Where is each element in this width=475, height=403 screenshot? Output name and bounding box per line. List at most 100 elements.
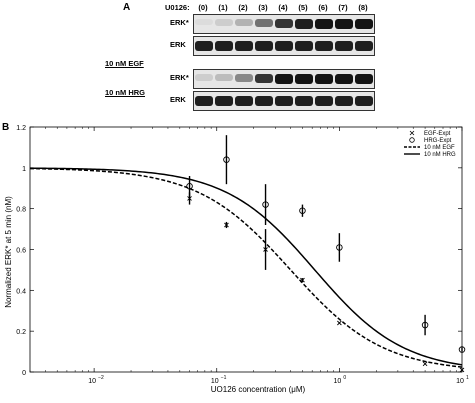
panel-b-letter: B: [2, 122, 10, 133]
blot-band: [335, 41, 353, 51]
blot-band: [215, 96, 233, 106]
blot-band: [335, 74, 353, 84]
blot-band: [235, 74, 253, 82]
blot-band: [255, 19, 273, 28]
blot-band: [275, 96, 293, 106]
lane-label: (4): [278, 3, 288, 12]
blot-band: [355, 41, 373, 51]
blot-band: [295, 19, 313, 29]
blot-strip: [193, 14, 375, 34]
blot-band: [315, 74, 333, 84]
legend-label: HRG-Expt: [424, 138, 452, 144]
blot-band: [235, 96, 253, 106]
blot-band: [255, 96, 273, 106]
blot-band: [275, 41, 293, 51]
blot-band: [295, 96, 313, 106]
hrg-data-point: [223, 156, 230, 163]
hrg-data-point: [299, 207, 306, 214]
blot-band: [335, 19, 353, 29]
hrg-model-curve: [29, 167, 463, 366]
blot-band: [295, 74, 313, 84]
hrg-data-point: [336, 244, 343, 251]
blot-row-label: ERK*: [170, 18, 189, 27]
lane-label: (7): [338, 3, 348, 12]
y-tick-label: 1.2: [16, 125, 26, 132]
blot-band: [195, 96, 213, 106]
y-tick-label: 0: [22, 370, 26, 377]
x-tick-label: 10: [456, 378, 464, 385]
x-tick-label: 10: [211, 378, 219, 385]
x-axis-label: UO126 concentration (μM): [211, 385, 306, 394]
egf-data-point: [459, 367, 465, 373]
lane-label: (1): [218, 3, 228, 12]
y-tick-label: 0.6: [16, 248, 26, 255]
chart-axes: 00.20.40.60.811.210 −2 10 −1 10 0 10 1: [16, 125, 469, 385]
blot-band: [255, 41, 273, 51]
chart-curves: [29, 167, 463, 368]
blot-band: [315, 19, 333, 29]
x-tick-label: 10: [333, 378, 341, 385]
blot-band: [275, 74, 293, 84]
x-tick-exponent: 0: [343, 375, 346, 381]
inhibitor-label: U0126:: [165, 3, 190, 12]
blot-band: [355, 74, 373, 84]
hrg-data-point: [421, 321, 429, 329]
blot-band: [315, 96, 333, 106]
y-tick-label: 0.2: [16, 329, 26, 336]
legend-hrg-marker: [409, 137, 415, 143]
lane-label: (0): [198, 3, 208, 12]
blot-band: [335, 96, 353, 106]
blot-band: [235, 41, 253, 51]
blot-strip: [193, 91, 375, 111]
y-axis-label: Normalized ERK* at 5 min (nM): [4, 196, 13, 308]
x-tick-exponent: −2: [98, 375, 104, 381]
blot-band: [235, 19, 253, 26]
blot-band: [195, 19, 213, 26]
legend-label: 10 nM HRG: [424, 152, 456, 158]
blot-band: [195, 41, 213, 51]
lane-label: (2): [238, 3, 248, 12]
lane-label: (6): [318, 3, 328, 12]
lane-label: (5): [298, 3, 308, 12]
egf-data-point: [187, 196, 192, 201]
y-tick-label: 0.4: [16, 288, 26, 295]
blot-strip: [193, 36, 375, 56]
x-tick-exponent: 1: [466, 375, 469, 381]
egf-data-point: [422, 361, 428, 367]
x-tick-label: 10: [88, 378, 96, 385]
legend-label: EGF-Expt: [424, 131, 451, 137]
egf-data-point: [337, 320, 342, 326]
egf-model-curve: [29, 167, 463, 368]
egf-data-point: [224, 222, 229, 228]
condition-label: 10 nM EGF: [105, 59, 144, 68]
legend-egf-marker: [409, 130, 415, 136]
blot-band: [295, 41, 313, 51]
panel-a-letter: A: [123, 2, 131, 13]
blot-row-label: ERK: [170, 40, 186, 49]
egf-data-point: [300, 277, 305, 283]
hrg-data-point: [262, 201, 269, 208]
chart-points: [186, 135, 466, 373]
plot-frame: [29, 126, 463, 373]
blot-band: [315, 41, 333, 51]
blot-band: [275, 19, 293, 29]
egf-data-point: [263, 247, 268, 252]
condition-label: 10 nM HRG: [105, 88, 146, 97]
hrg-data-point: [458, 346, 466, 353]
blot-band: [355, 96, 373, 106]
y-tick-label: 0.8: [16, 207, 26, 214]
blot-band: [215, 41, 233, 51]
blot-band: [195, 74, 213, 81]
blot-band: [215, 19, 233, 26]
blot-band: [255, 74, 273, 84]
blot-band: [355, 19, 373, 29]
legend-label: 10 nM EGF: [424, 145, 455, 151]
y-tick-label: 1: [22, 166, 26, 173]
lane-label: (8): [358, 3, 368, 12]
x-tick-exponent: −1: [221, 375, 227, 381]
blot-row-label: ERK: [170, 95, 186, 104]
blot-row-label: ERK*: [170, 73, 189, 82]
lane-label: (3): [258, 3, 268, 12]
